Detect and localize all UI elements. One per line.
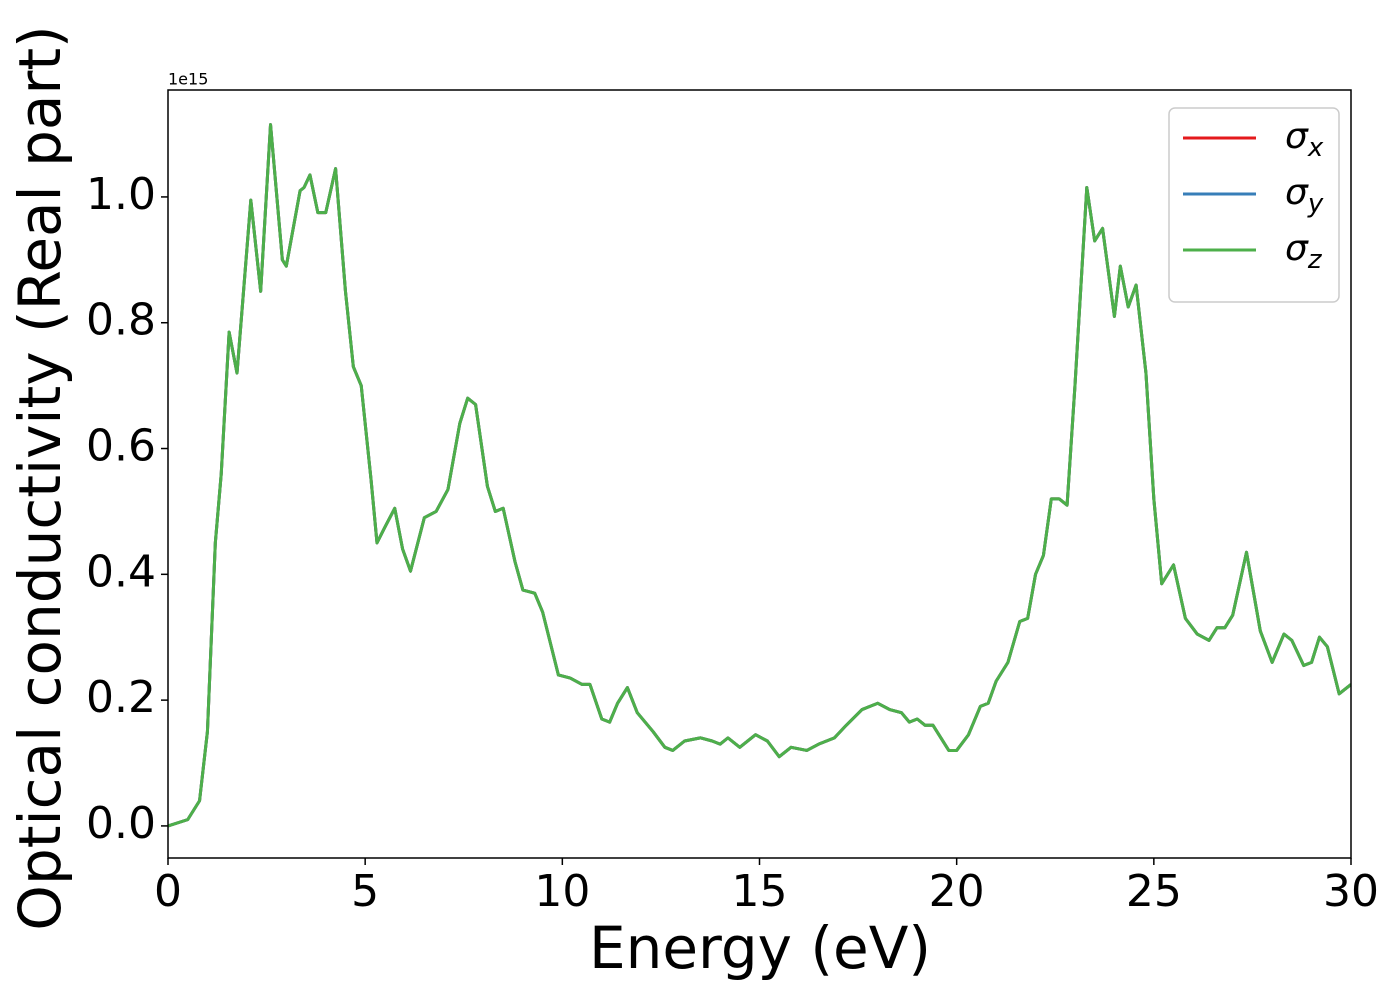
x-tick-label: 30 [1323, 866, 1379, 917]
x-axis-label: Energy (eV) [589, 914, 931, 982]
y-tick-label: 0.6 [86, 421, 156, 472]
y-tick-label: 0.8 [86, 295, 156, 346]
x-tick-label: 10 [534, 866, 590, 917]
legend-label: σz [1285, 228, 1323, 275]
y-tick-label: 1.0 [86, 169, 156, 220]
x-tick-label: 0 [154, 866, 182, 917]
y-tick-label: 0.0 [86, 798, 156, 849]
y-tick-label: 0.4 [86, 546, 156, 597]
y-offset-label: 1e15 [168, 70, 208, 89]
x-tick-label: 5 [351, 866, 379, 917]
y-axis-label: Optical conductivity (Real part) [6, 25, 74, 930]
plot-frame [167, 89, 1352, 859]
y-tick-label: 0.2 [86, 672, 156, 723]
x-tick-label: 25 [1126, 866, 1182, 917]
x-tick-label: 20 [929, 866, 985, 917]
series-line [168, 123, 1351, 828]
x-tick-label: 15 [732, 866, 788, 917]
legend-box [1168, 107, 1340, 303]
legend-label: σx [1285, 116, 1324, 163]
legend-label: σy [1285, 172, 1324, 219]
